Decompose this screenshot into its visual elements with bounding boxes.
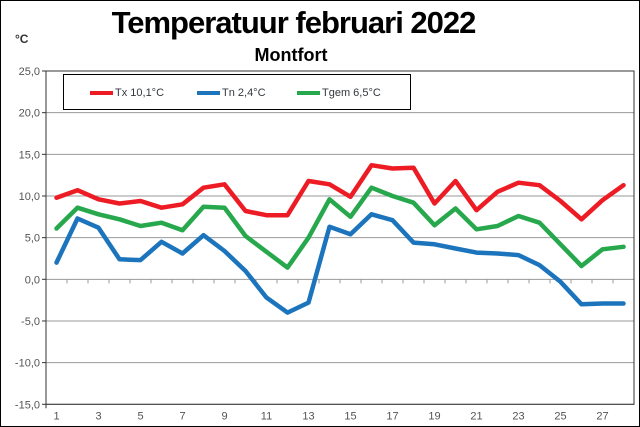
series-line-tgem [54, 185, 626, 270]
y-tick-label: 20,0 [19, 108, 40, 120]
legend-item-3: Tgem 6,5°C [297, 75, 381, 111]
legend: Tx 10,1°C Tn 2,4°C Tgem 6,5°C [63, 74, 411, 110]
legend-label: Tn 2,4°C [222, 87, 266, 99]
y-tick-label: -10,0 [15, 358, 40, 370]
y-tick-label: -5,0 [21, 316, 40, 328]
x-tick-label: 27 [596, 410, 608, 422]
x-tick-label: 19 [428, 410, 440, 422]
legend-swatch-icon [90, 91, 113, 95]
legend-label: Tx 10,1°C [115, 87, 165, 99]
y-tick-label: 5,0 [25, 233, 40, 245]
series-line-tx [54, 162, 626, 222]
y-tick-label: 10,0 [19, 191, 40, 203]
plot-border [45, 70, 635, 405]
legend-item-1: Tx 10,1°C [90, 75, 164, 111]
chart-subtitle: Montfort [254, 45, 328, 65]
y-tick-label: 15,0 [19, 149, 40, 161]
y-tick-label: 25,0 [19, 66, 40, 78]
y-tick-label: -15,0 [15, 399, 40, 411]
x-tick-label: 21 [470, 410, 482, 422]
x-tick-label: 3 [95, 410, 101, 422]
legend-label: Tgem 6,5°C [322, 87, 381, 99]
legend-swatch-icon [297, 91, 320, 95]
x-tick-label: 9 [221, 410, 227, 422]
x-tick-label: 1 [53, 410, 59, 422]
x-tick-label: 7 [179, 410, 185, 422]
x-tick-label: 25 [554, 410, 566, 422]
x-tick-label: 11 [261, 410, 272, 422]
y-tick-label: 0,0 [25, 274, 40, 286]
x-tick-label: 5 [137, 410, 143, 422]
x-tick-label: 13 [302, 410, 314, 422]
y-axis-unit-label: °C [15, 32, 29, 46]
series-line-tn [54, 212, 626, 315]
x-tick-label: 15 [344, 410, 356, 422]
x-tick-label: 23 [512, 410, 524, 422]
x-tick-label: 17 [386, 410, 398, 422]
legend-item-2: Tn 2,4°C [197, 75, 266, 111]
chart-title: Temperatuur februari 2022 [111, 5, 477, 40]
legend-swatch-icon [197, 91, 220, 95]
